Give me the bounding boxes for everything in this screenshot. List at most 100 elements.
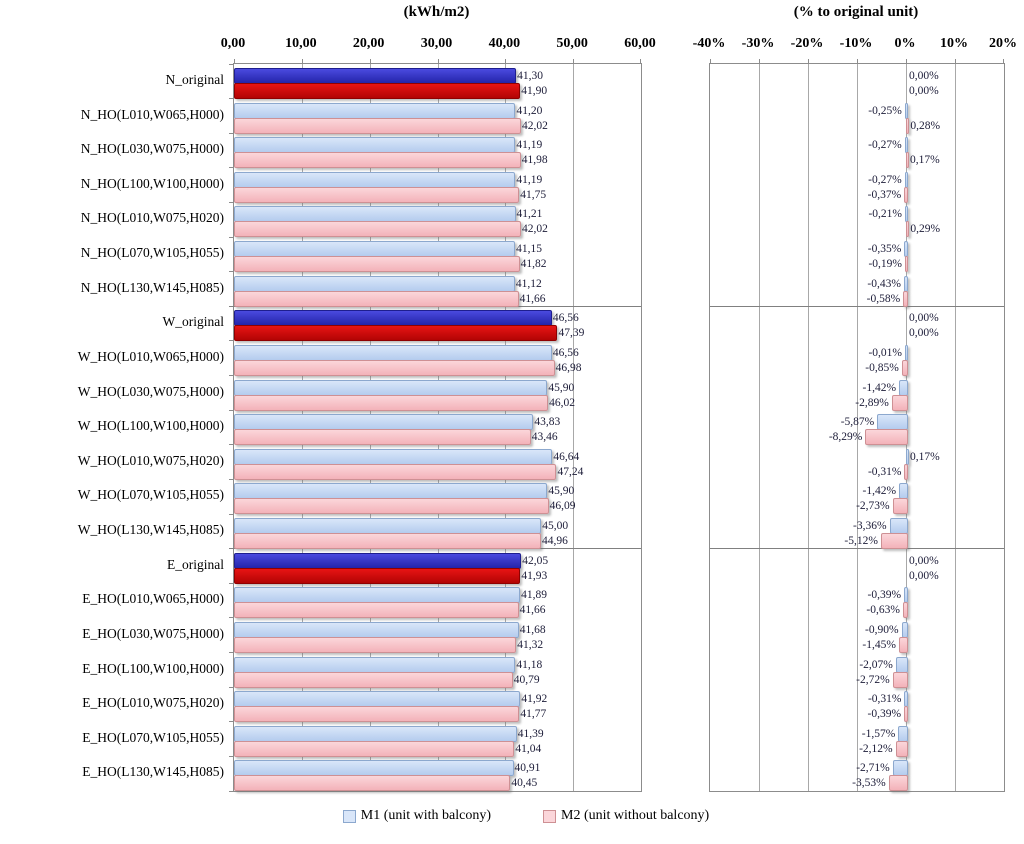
pct-label: -2,07% (859, 658, 893, 671)
value-label: 46,98 (555, 361, 582, 374)
pct-bar-m1 (905, 344, 908, 361)
category-label: N_original (165, 72, 225, 87)
axis-tick-label: 20% (989, 36, 1017, 51)
pct-label: 0,17% (910, 154, 940, 167)
bar-m2 (234, 636, 517, 653)
pct-label: -0,31% (867, 465, 902, 478)
pct-label: -0,39% (867, 708, 902, 721)
value-label: 40,79 (513, 673, 540, 686)
value-label: 46,02 (549, 396, 576, 409)
category-tick-mark (229, 686, 234, 688)
pct-bar-m2 (895, 740, 908, 757)
value-label: 43,46 (531, 431, 558, 444)
axis-tick-label: -40% (692, 36, 726, 51)
pct-label: 0,28% (910, 119, 941, 132)
pct-bar-m1 (898, 725, 908, 742)
category-label: N_HO(L070,W105,H055) (80, 245, 224, 261)
category-label: W_HO(L010,W065,H000) (77, 348, 224, 364)
axis-tick-label: 10% (940, 36, 968, 51)
pct-bar-m1 (901, 621, 908, 638)
pct-label: -0,90% (865, 623, 899, 636)
left-panel-title: (kWh/m2) (403, 4, 470, 20)
value-label: 45,90 (548, 381, 575, 394)
pct-bar-m1 (892, 760, 908, 777)
pct-bar-m1 (899, 379, 908, 396)
bar-m2 (234, 117, 522, 134)
axis-tick-mark (301, 59, 303, 64)
pct-label: -0,85% (865, 361, 899, 374)
category-label: N_HO(L100,W100,H000) (80, 175, 224, 191)
bar-m2 (234, 152, 521, 169)
pct-bar-m2 (901, 359, 908, 376)
pct-label: 0,00% (909, 569, 939, 582)
axis-tick-label: 10,00 (285, 36, 317, 51)
pct-bar-m2 (906, 152, 909, 169)
bar-m1 (234, 760, 514, 777)
bar-m1 (234, 414, 534, 431)
bar-m1 (234, 552, 522, 569)
bar-m1 (234, 206, 516, 223)
kwh-plot-area: 41,30 41,90 41,20 42,02 41,19 41,98 41,19 41,75… (229, 59, 642, 792)
value-label: 42,02 (522, 119, 548, 132)
category-label: E_HO(L130,W145,H085) (82, 764, 224, 780)
pct-label: -2,72% (856, 673, 890, 686)
axis-tick-mark (1003, 59, 1004, 64)
pct-bar-m1 (904, 206, 908, 223)
legend: M1 (unit with balcony) M2 (unit without … (14, 808, 1024, 824)
axis-tick-mark (906, 59, 907, 64)
axis-tick-mark (234, 59, 235, 64)
pct-label: -2,12% (859, 742, 893, 755)
value-label: 41,15 (516, 243, 542, 256)
axis-tick-mark (759, 59, 760, 64)
pct-label: -0,37% (867, 188, 902, 201)
bar-m2 (234, 567, 521, 584)
pct-label: -0,43% (867, 277, 901, 290)
bar-m2 (234, 429, 531, 446)
axis-tick-label: 30,00 (420, 36, 453, 51)
value-label: 40,45 (511, 777, 538, 790)
pct-bar-m2 (904, 706, 908, 723)
m1-series-swatch-icon (342, 809, 356, 823)
category-tick-mark (229, 98, 234, 100)
pct-bar-m1 (877, 414, 908, 431)
bar-m2 (234, 775, 511, 792)
bar-m2 (234, 256, 520, 273)
bar-m2 (234, 83, 521, 99)
bar-m2 (234, 186, 520, 203)
group-separator (710, 305, 1004, 307)
pct-bar-m1 (904, 171, 908, 188)
gridline (808, 64, 809, 791)
category-label: E_HO(L070,W105,H055) (82, 729, 224, 745)
pct-label: -2,73% (856, 500, 890, 513)
value-label: 41,21 (516, 208, 543, 221)
gridline (955, 64, 956, 791)
axis-tick-mark (808, 59, 809, 64)
value-label: 41,93 (521, 569, 548, 582)
bar-m1 (234, 171, 516, 188)
value-label: 41,30 (517, 70, 544, 82)
pct-bar-m2 (905, 256, 908, 273)
bar-m2 (234, 463, 557, 480)
axis-tick-mark (369, 59, 371, 64)
axis-tick-mark (857, 59, 858, 64)
axis-tick-label: 60,00 (624, 36, 656, 51)
value-label: 40,91 (514, 762, 541, 775)
pct-bar-m2 (880, 533, 908, 550)
axis-tick-label: 0% (894, 36, 916, 51)
value-label: 41,19 (516, 139, 543, 152)
value-label: 42,02 (522, 223, 548, 236)
value-label: 41,39 (517, 727, 544, 740)
category-tick-mark (229, 201, 234, 203)
value-label: 41,32 (517, 638, 544, 651)
pct-label: -0,35% (867, 243, 902, 256)
category-label: E_HO(L010,W065,H000) (82, 591, 224, 607)
pct-label: 0,17% (910, 450, 940, 463)
group-separator (710, 548, 1004, 550)
pct-bar-m1 (904, 691, 908, 708)
axis-tick-mark (640, 59, 641, 64)
pct-bar-m2 (902, 602, 908, 619)
pct-label: -1,45% (862, 638, 896, 651)
pct-label: -3,36% (853, 520, 887, 533)
category-label: N_HO(L130,W145,H085) (80, 279, 224, 295)
pct-bar-m2 (903, 290, 908, 307)
